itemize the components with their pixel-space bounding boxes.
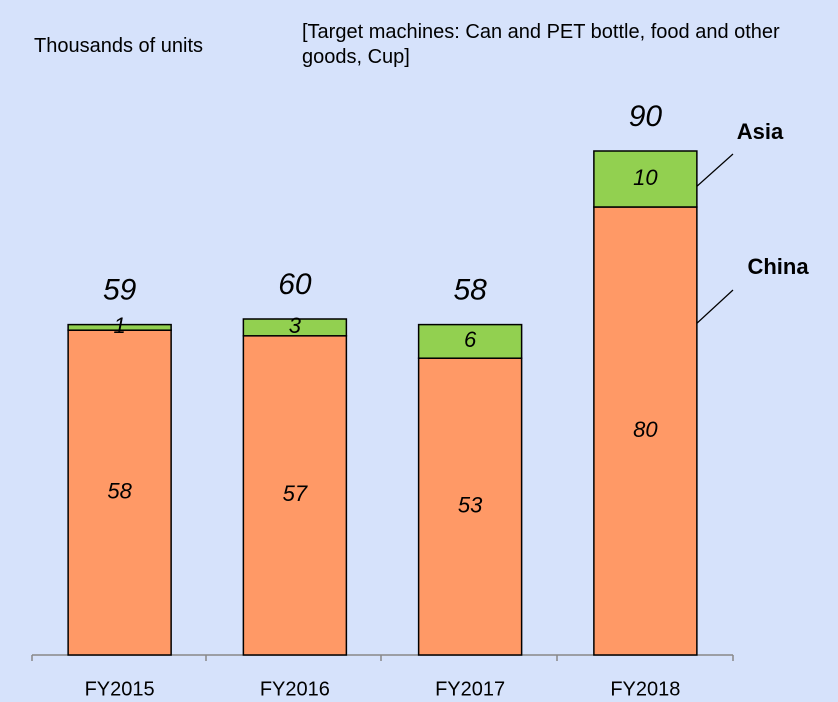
x-tick-label: FY2018 [610,678,680,700]
bar-segment [242,335,348,656]
subtitle: [Target machines: Can and PET bottle, fo… [302,21,780,68]
total-label: 90 [629,100,663,133]
bar-segment [417,323,523,359]
bar-segment [417,357,523,656]
data-label: 10 [633,165,658,190]
total-label: 60 [278,268,312,301]
data-label: 80 [633,417,658,442]
data-label: 58 [107,478,132,503]
bar-segment [593,206,698,656]
total-label: 59 [103,274,137,307]
data-label: 53 [458,492,483,517]
data-label: 3 [289,313,302,338]
series-label: China [747,254,809,279]
series-label: Asia [737,119,784,144]
x-tick-label: FY2015 [85,678,155,700]
bar-segment [67,329,172,656]
x-axis [31,654,734,661]
leader-line [694,289,734,326]
data-label: 1 [114,313,126,338]
leader-line [694,153,734,189]
x-tick-label: FY2016 [260,678,330,700]
y-axis-label: Thousands of units [34,35,203,57]
data-label: 6 [464,327,477,352]
x-tick-label: FY2017 [435,678,505,700]
data-label: 57 [283,481,308,506]
total-label: 58 [453,274,487,307]
bar-segment [67,323,172,331]
bar-segment [242,318,348,337]
bar-segment [593,150,698,208]
